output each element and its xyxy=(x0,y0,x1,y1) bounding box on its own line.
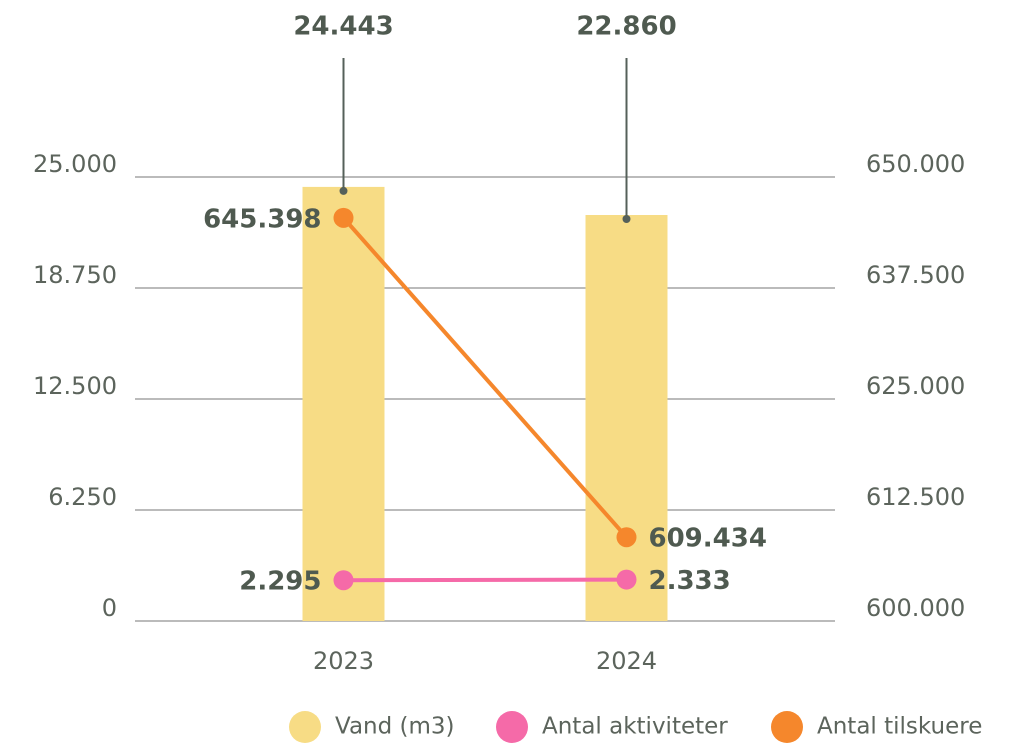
leader-dot xyxy=(339,186,348,195)
value-label: 645.398 xyxy=(203,204,321,234)
y-tick-label: 6.250 xyxy=(48,483,117,511)
y2-tick-label: 625.000 xyxy=(866,372,965,400)
y2-tick-label: 600.000 xyxy=(866,594,965,622)
y-tick-label: 18.750 xyxy=(33,261,117,289)
x-tick-label: 2024 xyxy=(596,647,657,675)
value-label: 22.860 xyxy=(576,12,676,42)
legend-label: Antal aktiviteter xyxy=(542,714,728,740)
y2-tick-label: 612.500 xyxy=(866,483,965,511)
point xyxy=(333,570,354,591)
legend-swatch xyxy=(771,711,803,743)
x-tick-label: 2023 xyxy=(313,647,374,675)
line xyxy=(343,577,627,583)
legend-swatch xyxy=(496,711,528,743)
legend-swatch xyxy=(289,711,321,743)
y-tick-label: 12.500 xyxy=(33,372,117,400)
value-label: 609.434 xyxy=(649,524,767,554)
leader-dot xyxy=(622,215,631,224)
value-label: 2.333 xyxy=(649,566,731,596)
point xyxy=(616,527,637,548)
value-label: 2.295 xyxy=(239,567,321,597)
legend-label: Antal tilskuere xyxy=(817,714,982,740)
bar xyxy=(302,186,385,621)
y-tick-label: 0 xyxy=(102,594,117,622)
point xyxy=(616,569,637,590)
y2-tick-label: 650.000 xyxy=(866,150,965,178)
y2-tick-label: 637.500 xyxy=(866,261,965,289)
point xyxy=(333,207,354,228)
y-tick-label: 25.000 xyxy=(33,150,117,178)
bar xyxy=(585,215,668,621)
value-label: 24.443 xyxy=(293,12,393,42)
legend-label: Vand (m3) xyxy=(335,714,455,740)
line xyxy=(342,216,628,539)
